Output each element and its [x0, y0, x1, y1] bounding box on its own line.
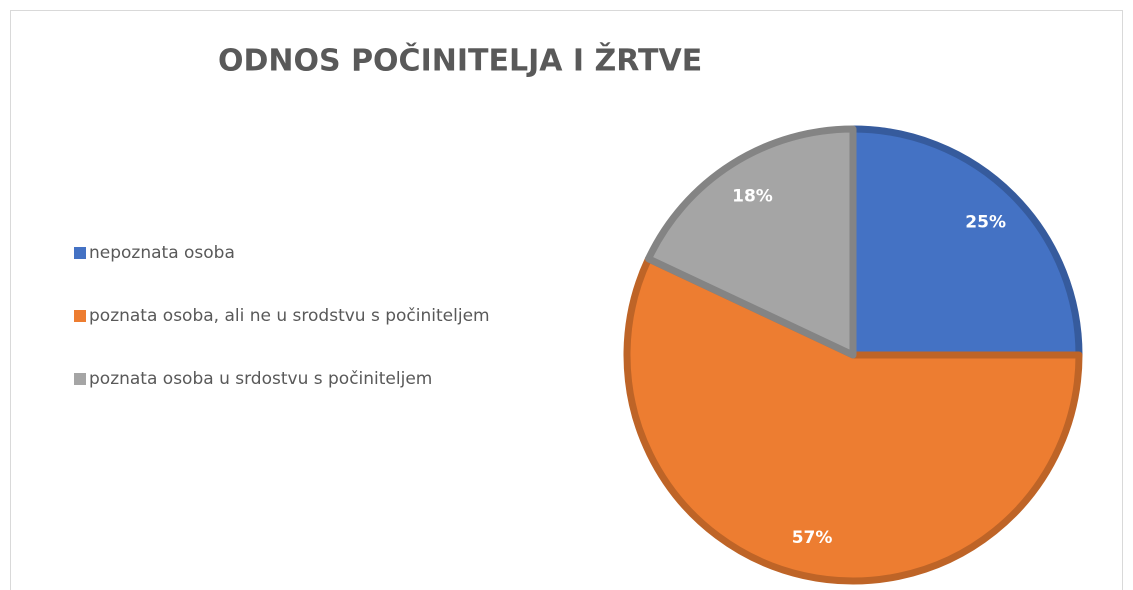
chart-title: ODNOS POČINITELJA I ŽRTVE	[218, 42, 702, 79]
data-label: 25%	[965, 212, 1006, 232]
legend-label: nepoznata osoba	[89, 243, 235, 263]
pie-slice	[849, 125, 1083, 359]
legend-swatch	[74, 247, 86, 259]
data-label: 18%	[732, 187, 773, 207]
pie-slice	[645, 125, 857, 359]
pie-slice	[623, 255, 1083, 585]
legend-label: poznata osoba u srdostvu s počiniteljem	[89, 369, 432, 389]
legend-swatch	[74, 373, 86, 385]
legend-swatch	[74, 310, 86, 322]
legend-label: poznata osoba, ali ne u srodstvu s počin…	[89, 306, 490, 326]
data-label: 57%	[792, 528, 833, 548]
